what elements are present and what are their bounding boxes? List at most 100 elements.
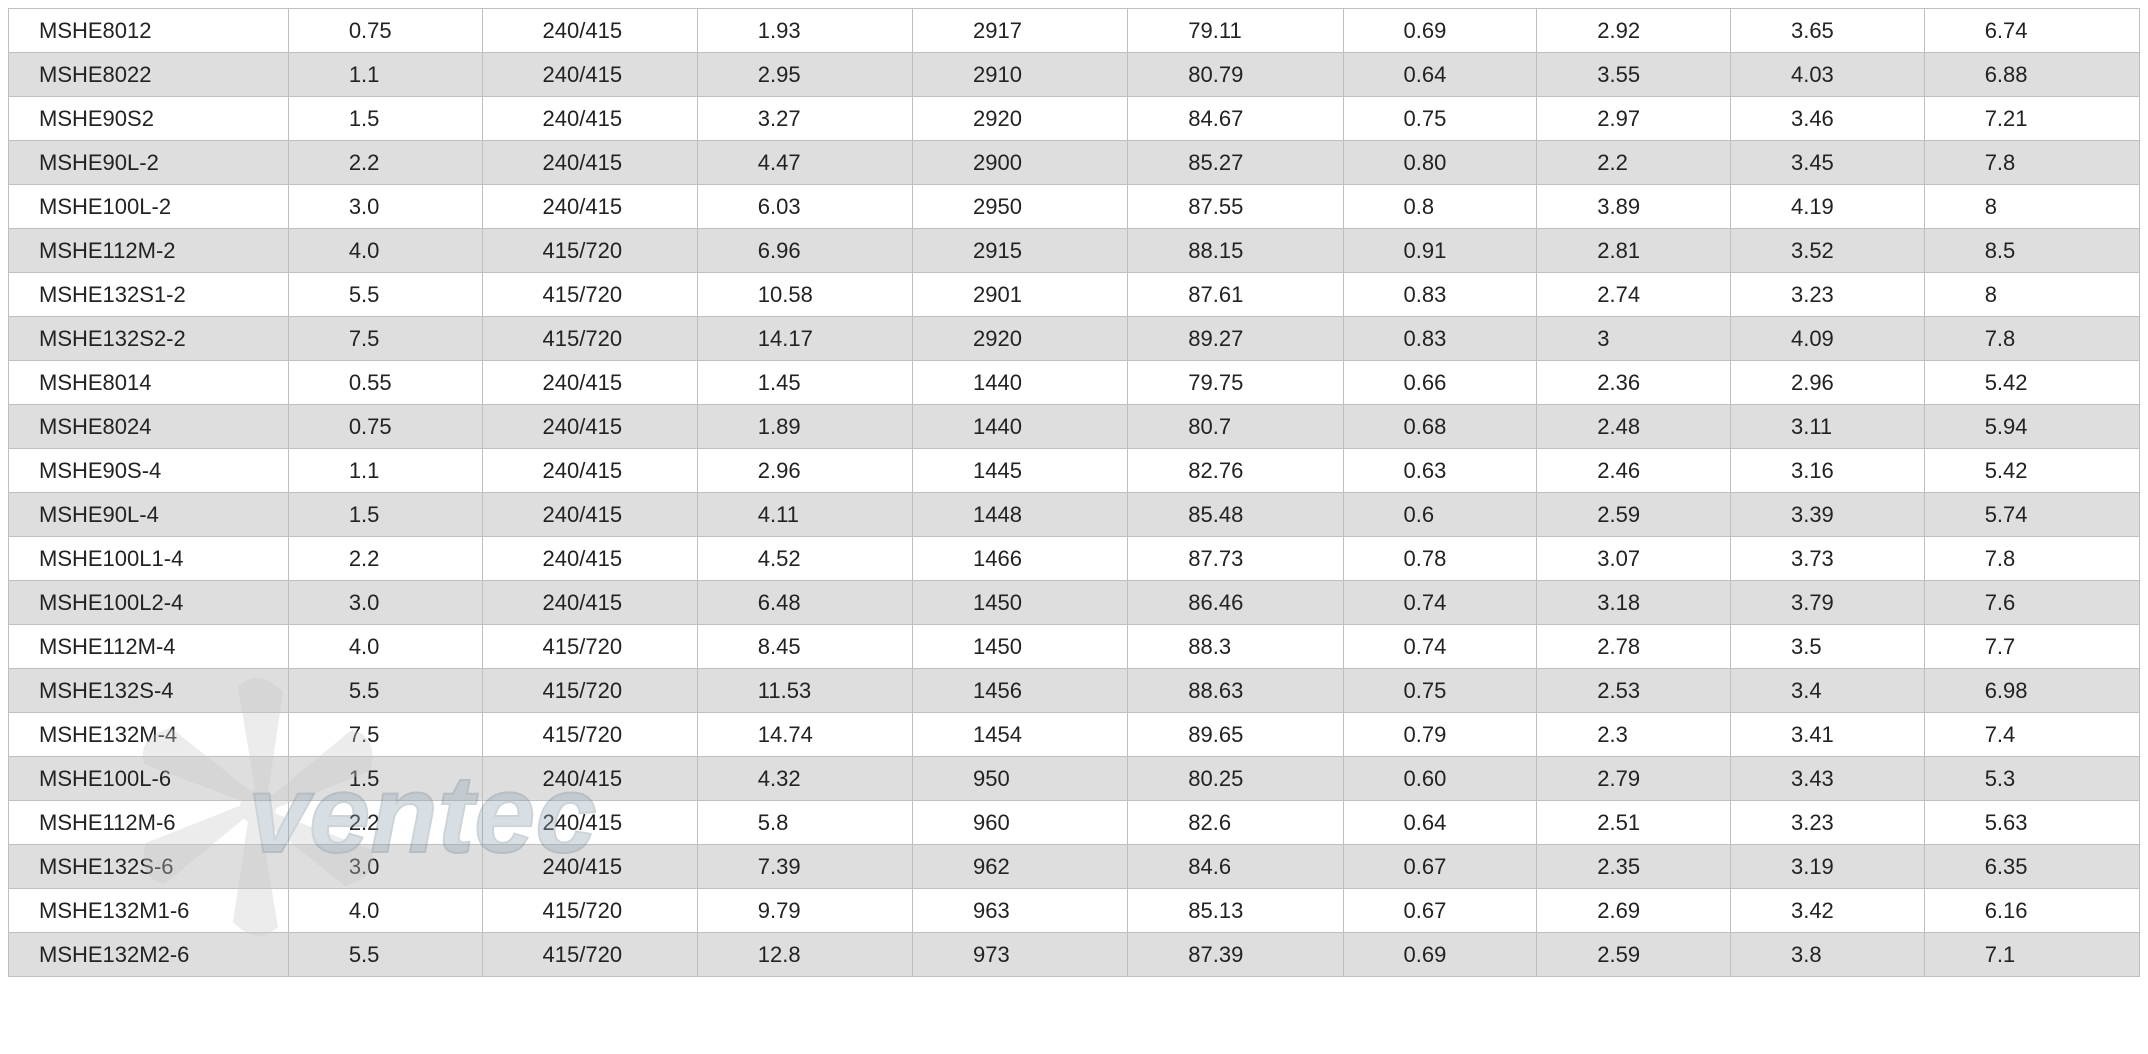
value-cell: 1.45 bbox=[697, 361, 912, 405]
table-row: MSHE132M-47.5415/72014.74145489.650.792.… bbox=[9, 713, 2140, 757]
value-cell: 1.5 bbox=[288, 493, 482, 537]
table-row: MSHE132S1-25.5415/72010.58290187.610.832… bbox=[9, 273, 2140, 317]
value-cell: 3.55 bbox=[1537, 53, 1731, 97]
value-cell: 1.5 bbox=[288, 757, 482, 801]
value-cell: 4.47 bbox=[697, 141, 912, 185]
model-cell: MSHE90S-4 bbox=[9, 449, 289, 493]
model-cell: MSHE132M1-6 bbox=[9, 889, 289, 933]
value-cell: 4.32 bbox=[697, 757, 912, 801]
value-cell: 7.7 bbox=[1924, 625, 2139, 669]
value-cell: 6.74 bbox=[1924, 9, 2139, 53]
value-cell: 0.67 bbox=[1343, 889, 1537, 933]
model-cell: MSHE100L-2 bbox=[9, 185, 289, 229]
model-cell: MSHE112M-2 bbox=[9, 229, 289, 273]
model-cell: MSHE132M-4 bbox=[9, 713, 289, 757]
value-cell: 2.95 bbox=[697, 53, 912, 97]
value-cell: 14.17 bbox=[697, 317, 912, 361]
model-cell: MSHE132S2-2 bbox=[9, 317, 289, 361]
value-cell: 0.6 bbox=[1343, 493, 1537, 537]
model-cell: MSHE8014 bbox=[9, 361, 289, 405]
value-cell: 2.97 bbox=[1537, 97, 1731, 141]
value-cell: 5.8 bbox=[697, 801, 912, 845]
value-cell: 960 bbox=[913, 801, 1128, 845]
table-row: MSHE112M-44.0415/7208.45145088.30.742.78… bbox=[9, 625, 2140, 669]
value-cell: 240/415 bbox=[482, 845, 697, 889]
value-cell: 1466 bbox=[913, 537, 1128, 581]
value-cell: 3.07 bbox=[1537, 537, 1731, 581]
value-cell: 2900 bbox=[913, 141, 1128, 185]
value-cell: 415/720 bbox=[482, 933, 697, 977]
value-cell: 0.69 bbox=[1343, 933, 1537, 977]
value-cell: 240/415 bbox=[482, 537, 697, 581]
value-cell: 0.64 bbox=[1343, 801, 1537, 845]
value-cell: 4.19 bbox=[1730, 185, 1924, 229]
table-row: MSHE80221.1240/4152.95291080.790.643.554… bbox=[9, 53, 2140, 97]
value-cell: 3.8 bbox=[1730, 933, 1924, 977]
table-row: MSHE100L2-43.0240/4156.48145086.460.743.… bbox=[9, 581, 2140, 625]
value-cell: 7.5 bbox=[288, 713, 482, 757]
value-cell: 415/720 bbox=[482, 713, 697, 757]
value-cell: 1.1 bbox=[288, 53, 482, 97]
value-cell: 1450 bbox=[913, 581, 1128, 625]
value-cell: 80.25 bbox=[1128, 757, 1343, 801]
value-cell: 2.2 bbox=[288, 141, 482, 185]
value-cell: 3.23 bbox=[1730, 801, 1924, 845]
value-cell: 1440 bbox=[913, 405, 1128, 449]
value-cell: 3.27 bbox=[697, 97, 912, 141]
value-cell: 2.59 bbox=[1537, 933, 1731, 977]
value-cell: 6.03 bbox=[697, 185, 912, 229]
value-cell: 3 bbox=[1537, 317, 1731, 361]
value-cell: 7.6 bbox=[1924, 581, 2139, 625]
value-cell: 240/415 bbox=[482, 493, 697, 537]
value-cell: 2.2 bbox=[288, 537, 482, 581]
model-cell: MSHE112M-6 bbox=[9, 801, 289, 845]
value-cell: 2915 bbox=[913, 229, 1128, 273]
model-cell: MSHE112M-4 bbox=[9, 625, 289, 669]
value-cell: 415/720 bbox=[482, 669, 697, 713]
value-cell: 3.73 bbox=[1730, 537, 1924, 581]
model-cell: MSHE100L1-4 bbox=[9, 537, 289, 581]
value-cell: 87.55 bbox=[1128, 185, 1343, 229]
model-cell: MSHE100L2-4 bbox=[9, 581, 289, 625]
value-cell: 3.5 bbox=[1730, 625, 1924, 669]
spec-table: MSHE80120.75240/4151.93291779.110.692.92… bbox=[8, 8, 2140, 977]
value-cell: 2.78 bbox=[1537, 625, 1731, 669]
value-cell: 0.66 bbox=[1343, 361, 1537, 405]
model-cell: MSHE8022 bbox=[9, 53, 289, 97]
value-cell: 3.4 bbox=[1730, 669, 1924, 713]
value-cell: 3.42 bbox=[1730, 889, 1924, 933]
value-cell: 0.83 bbox=[1343, 273, 1537, 317]
value-cell: 1445 bbox=[913, 449, 1128, 493]
value-cell: 2.48 bbox=[1537, 405, 1731, 449]
table-row: MSHE90L-22.2240/4154.47290085.270.802.23… bbox=[9, 141, 2140, 185]
value-cell: 415/720 bbox=[482, 625, 697, 669]
value-cell: 2.2 bbox=[1537, 141, 1731, 185]
value-cell: 7.4 bbox=[1924, 713, 2139, 757]
value-cell: 88.15 bbox=[1128, 229, 1343, 273]
model-cell: MSHE8024 bbox=[9, 405, 289, 449]
value-cell: 973 bbox=[913, 933, 1128, 977]
value-cell: 87.73 bbox=[1128, 537, 1343, 581]
value-cell: 4.0 bbox=[288, 625, 482, 669]
value-cell: 4.09 bbox=[1730, 317, 1924, 361]
value-cell: 5.42 bbox=[1924, 449, 2139, 493]
value-cell: 5.3 bbox=[1924, 757, 2139, 801]
value-cell: 7.5 bbox=[288, 317, 482, 361]
value-cell: 0.74 bbox=[1343, 625, 1537, 669]
table-row: MSHE112M-24.0415/7206.96291588.150.912.8… bbox=[9, 229, 2140, 273]
value-cell: 84.67 bbox=[1128, 97, 1343, 141]
model-cell: MSHE90L-4 bbox=[9, 493, 289, 537]
value-cell: 82.76 bbox=[1128, 449, 1343, 493]
model-cell: MSHE132S-4 bbox=[9, 669, 289, 713]
table-row: MSHE132S2-27.5415/72014.17292089.270.833… bbox=[9, 317, 2140, 361]
value-cell: 962 bbox=[913, 845, 1128, 889]
table-row: MSHE132S-45.5415/72011.53145688.630.752.… bbox=[9, 669, 2140, 713]
table-row: MSHE112M-62.2240/4155.896082.60.642.513.… bbox=[9, 801, 2140, 845]
value-cell: 1.93 bbox=[697, 9, 912, 53]
value-cell: 5.94 bbox=[1924, 405, 2139, 449]
value-cell: 415/720 bbox=[482, 317, 697, 361]
value-cell: 240/415 bbox=[482, 185, 697, 229]
table-row: MSHE132S-63.0240/4157.3996284.60.672.353… bbox=[9, 845, 2140, 889]
spec-table-wrap: ventec MSHE80120.75240/4151.93291779.110… bbox=[8, 8, 2140, 977]
value-cell: 5.5 bbox=[288, 669, 482, 713]
